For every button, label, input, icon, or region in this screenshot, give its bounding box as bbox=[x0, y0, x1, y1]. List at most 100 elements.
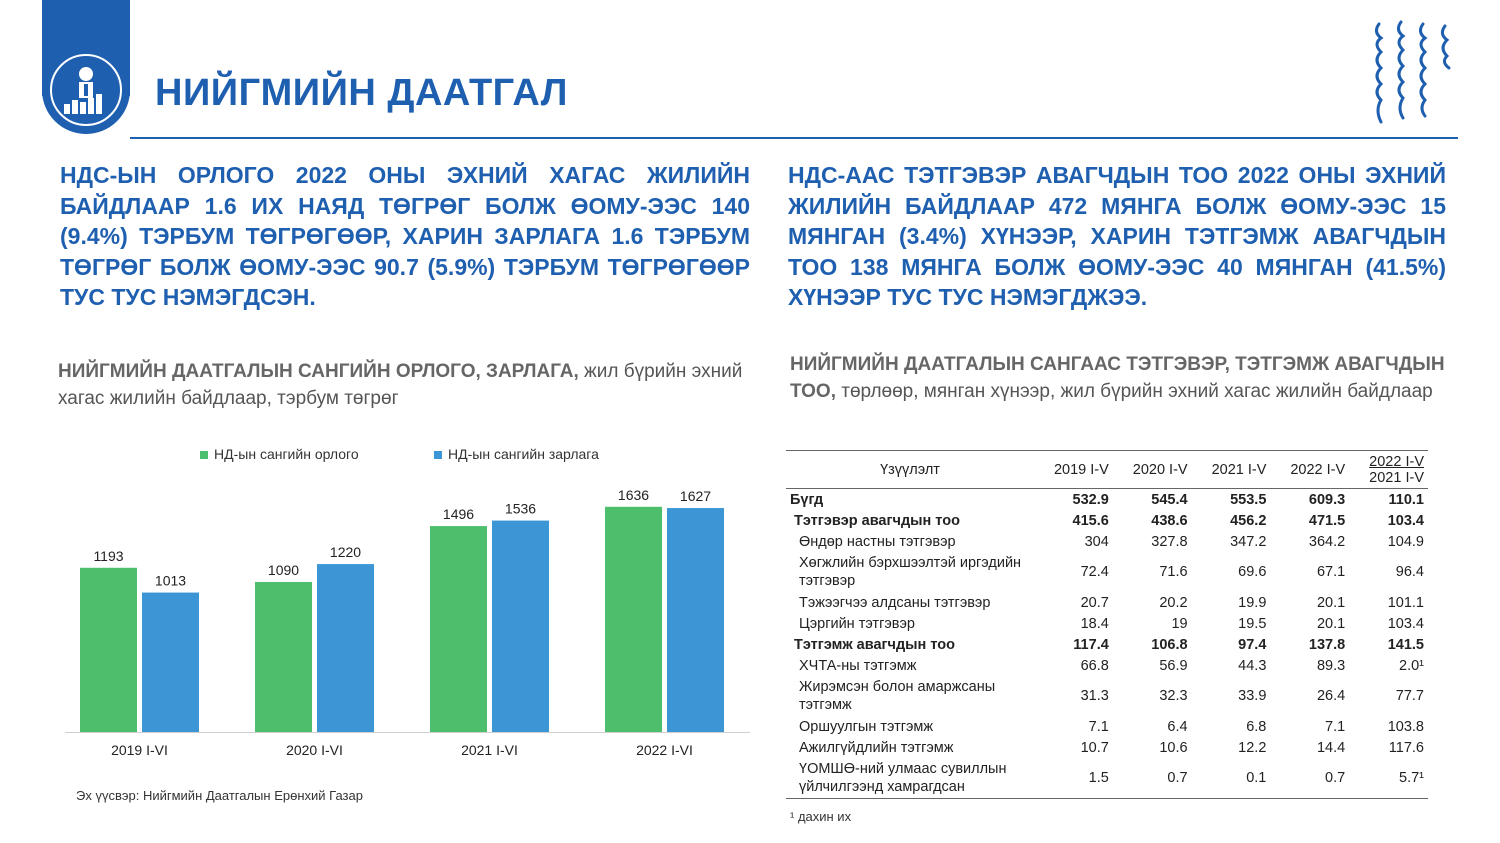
table-row: Цэргийн тэтгэвэр 18.4 19 19.5 20.1 103.4 bbox=[786, 613, 1428, 634]
col-header-2021: 2021 I-V bbox=[1191, 450, 1271, 489]
row-value: 97.4 bbox=[1238, 636, 1267, 653]
category-label: 2021 I-VI bbox=[461, 742, 518, 758]
row-value: 19.9 bbox=[1238, 594, 1267, 611]
row-value: 19.5 bbox=[1238, 615, 1267, 632]
category-label: 2019 I-VI bbox=[111, 742, 168, 758]
row-value: 117.4 bbox=[1073, 636, 1109, 653]
row-value: 106.8 bbox=[1151, 636, 1188, 653]
row-label: Бүгд bbox=[790, 491, 824, 508]
row-value: 2.0¹ bbox=[1399, 657, 1424, 674]
row-value: 67.1 bbox=[1316, 564, 1346, 580]
table-footnote: ¹ дахин их bbox=[790, 809, 852, 824]
legend-swatch-blue bbox=[434, 451, 442, 459]
row-value: 438.6 bbox=[1151, 512, 1188, 529]
row-value: 20.7 bbox=[1080, 594, 1109, 611]
row-label: Өндөр настны тэтгэвэр bbox=[799, 533, 956, 550]
mongolian-script-logo-icon bbox=[1374, 20, 1451, 124]
col-header-2019: 2019 I-V bbox=[1034, 450, 1113, 489]
legend-item-expense: НД-ын сангийн зарлага bbox=[434, 446, 599, 462]
row-value: 14.4 bbox=[1316, 739, 1346, 756]
bar-value-label: 1627 bbox=[680, 488, 711, 504]
row-value: 0.1 bbox=[1191, 758, 1271, 799]
row-value: 7.1 bbox=[1088, 718, 1109, 735]
legend-label-expense: НД-ын сангийн зарлага bbox=[448, 446, 599, 462]
header-divider bbox=[130, 137, 1458, 139]
headline-revenue: НДС-ын орлого 2022 оны эхний хагас жилий… bbox=[60, 162, 750, 310]
row-value: 456.2 bbox=[1230, 512, 1267, 529]
bar-expense bbox=[317, 564, 374, 732]
row-value: 141.5 bbox=[1387, 636, 1424, 653]
row-value: 415.6 bbox=[1072, 512, 1109, 529]
row-value: 609.3 bbox=[1308, 491, 1346, 508]
bar-expense bbox=[142, 592, 199, 732]
col-header-2022: 2022 I-V bbox=[1270, 450, 1350, 489]
row-value: 31.3 bbox=[1080, 688, 1109, 704]
col-header-indicator: Үзүүлэлт bbox=[786, 450, 1034, 489]
bar-expense bbox=[667, 508, 724, 732]
category-label: 2022 I-VI bbox=[636, 742, 693, 758]
row-value: 104.9 bbox=[1387, 533, 1424, 550]
bar-value-label: 1496 bbox=[443, 506, 474, 522]
row-value: 20.2 bbox=[1159, 594, 1188, 611]
row-value: 6.4 bbox=[1167, 718, 1188, 735]
row-value: 103.4 bbox=[1387, 615, 1424, 632]
row-value: 32.3 bbox=[1159, 688, 1188, 704]
chart-title-rest: жил бүрийн эхний хагас жилийн байдлаар, … bbox=[58, 361, 743, 409]
beneficiaries-table: Үзүүлэлт 2019 I-V 2020 I-V 2021 I-V 2022… bbox=[786, 450, 1428, 799]
table-row: Бүгд 532.9 545.4 553.5 609.3 110.1 bbox=[786, 489, 1428, 511]
table-row: Ажилгүйдлийн тэтгэмж 10.7 10.6 12.2 14.4 117.… bbox=[786, 737, 1428, 758]
row-value: 56.9 bbox=[1159, 657, 1188, 674]
chart-title: НИЙГМИЙН ДААТГАЛЫН САНГИЙН ОРЛОГО, ЗАРЛА… bbox=[58, 358, 748, 412]
row-label: Жирэмсэн болон амаржсаны тэтгэмж bbox=[799, 679, 996, 713]
row-value: 20.1 bbox=[1316, 594, 1346, 611]
row-value: 532.9 bbox=[1072, 491, 1109, 508]
bar-value-label: 1090 bbox=[268, 562, 299, 578]
row-value: 96.4 bbox=[1395, 564, 1424, 580]
row-label: Хөгжлийн бэрхшээлтэй иргэдийн тэтгэвэр bbox=[799, 555, 1022, 589]
row-value: 66.8 bbox=[1080, 657, 1109, 674]
col-header-2020: 2020 I-V bbox=[1112, 450, 1192, 489]
row-value: 117.6 bbox=[1388, 739, 1424, 756]
row-value: 12.2 bbox=[1238, 739, 1267, 756]
row-value: 110.1 bbox=[1388, 491, 1425, 508]
table-row: Тэжээгчээ алдсаны тэтгэвэр 20.7 20.2 19.9 20… bbox=[786, 592, 1428, 613]
row-value: 7.1 bbox=[1325, 718, 1346, 735]
bar-expense bbox=[492, 520, 549, 732]
row-label: Ажилгүйдлийн тэтгэмж bbox=[799, 739, 954, 756]
row-value: 10.7 bbox=[1080, 739, 1109, 756]
table-title: НИЙГМИЙН ДААТГАЛЫН САНГААС ТЭТГЭВЭР, ТЭТ… bbox=[790, 351, 1450, 405]
row-value: 18.4 bbox=[1080, 615, 1109, 632]
soyombo-emblem-icon bbox=[64, 67, 102, 114]
row-value: 545.4 bbox=[1151, 491, 1188, 508]
row-value: 72.4 bbox=[1080, 564, 1109, 580]
row-value: 0.7 bbox=[1270, 758, 1350, 799]
row-value: 5.7¹ bbox=[1349, 758, 1428, 799]
bar-revenue bbox=[605, 506, 662, 732]
row-label: Тэтгэвэр авагчдын тоо bbox=[794, 512, 960, 529]
row-value: 364.2 bbox=[1308, 533, 1346, 550]
col-header-ratio-top: 2022 I-V bbox=[1369, 453, 1424, 470]
table-row: ҮОМШӨ-ний улмаас сувиллын үйлчилгээнд ха… bbox=[786, 758, 1428, 799]
legend-label-revenue: НД-ын сангийн орлого bbox=[214, 446, 359, 462]
table-row: ХЧТА-ны тэтгэмж 66.8 56.9 44.3 89.3 2.0¹ bbox=[786, 655, 1428, 676]
bar-value-label: 1536 bbox=[505, 501, 536, 517]
row-value: 304 bbox=[1084, 533, 1109, 550]
row-value: 553.5 bbox=[1230, 491, 1267, 508]
legend-swatch-green bbox=[200, 451, 208, 459]
row-value: 26.4 bbox=[1316, 688, 1346, 704]
row-value: 69.6 bbox=[1238, 564, 1267, 580]
bar-revenue bbox=[80, 567, 137, 732]
row-value: 19 bbox=[1171, 615, 1188, 632]
row-value: 0.7 bbox=[1112, 758, 1192, 799]
logo-ring bbox=[50, 54, 122, 126]
row-value: 471.5 bbox=[1308, 512, 1346, 529]
row-value: 1.5 bbox=[1034, 758, 1113, 799]
row-value: 89.3 bbox=[1316, 657, 1346, 674]
bar-revenue bbox=[430, 526, 487, 732]
row-value: 137.8 bbox=[1308, 636, 1346, 653]
row-label: Тэтгэмж авагчдын тоо bbox=[794, 636, 955, 653]
row-label: Тэжээгчээ алдсаны тэтгэвэр bbox=[799, 594, 991, 611]
col-header-ratio: 2022 I-V 2021 I-V bbox=[1349, 450, 1428, 489]
table-header-row: Үзүүлэлт 2019 I-V 2020 I-V 2021 I-V 2022… bbox=[786, 450, 1428, 489]
row-value: 71.6 bbox=[1159, 564, 1188, 580]
